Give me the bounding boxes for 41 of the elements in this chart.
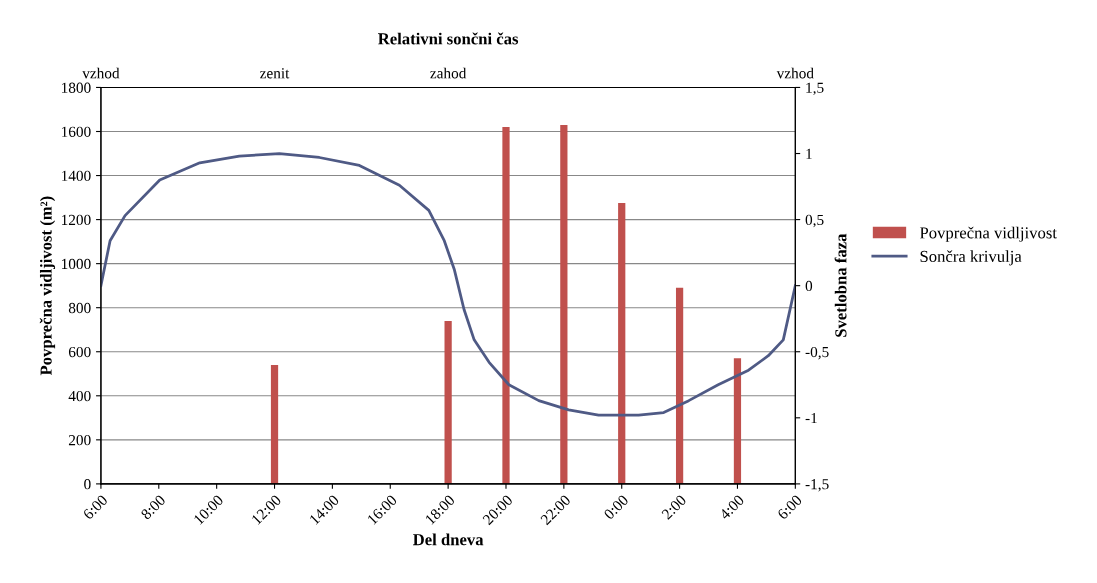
y-tick-label: 1400 [61, 170, 91, 181]
x-tick-label: 4:00 [718, 494, 745, 521]
legend-label: Povprečna vidljivost [919, 226, 1057, 242]
text: vzhod [82, 67, 120, 79]
y-tick-label: 1800 [61, 82, 91, 93]
y-tick-label: 400 [68, 390, 91, 402]
x-tick-label: 0:00 [603, 494, 629, 521]
text: zenit [260, 68, 290, 79]
x-tick-label: 2:00 [661, 494, 687, 520]
y2-tick-label: 0 [805, 280, 813, 292]
text: zahod [430, 67, 467, 79]
x2-axis-title: Relativni sončni čas [378, 32, 519, 45]
x-tick-label: 6:00 [82, 494, 109, 520]
x-tick-label: 8:00 [140, 494, 167, 521]
bar [618, 203, 626, 484]
y-tick-label: 0 [84, 479, 91, 490]
y-tick-label: 200 [68, 434, 91, 446]
y2-tick-label: 1,5 [806, 82, 824, 96]
y-axis-title: Povprečna vidljivost (m²) [39, 196, 56, 376]
text: vzhod [776, 67, 814, 79]
bar [675, 287, 684, 484]
x-tick-label: 6:00 [776, 494, 803, 520]
y-tick-label: 1600 [61, 126, 91, 137]
y-tick-label: 1200 [61, 214, 91, 226]
bar [444, 320, 452, 484]
y2-tick-label: 1 [806, 148, 812, 159]
line-series [100, 152, 796, 417]
y2-tick-label: -0,5 [805, 346, 829, 360]
y2-tick-label: -1 [805, 413, 817, 424]
bar [560, 124, 568, 484]
y2-tick-label: -1,5 [805, 479, 829, 492]
x-axis-title: Del dneva [413, 533, 484, 546]
bar [270, 364, 279, 484]
legend-label: Sončra krivulja [920, 250, 1022, 266]
y-tick-label: 800 [68, 302, 91, 314]
y2-tick-label: 0,5 [805, 214, 824, 228]
y-tick-label: 1000 [61, 258, 91, 270]
bar [502, 127, 510, 484]
y-tick-label: 600 [68, 346, 91, 358]
y2-axis-title: Svetlobna faza [834, 233, 847, 337]
bar [733, 358, 742, 484]
